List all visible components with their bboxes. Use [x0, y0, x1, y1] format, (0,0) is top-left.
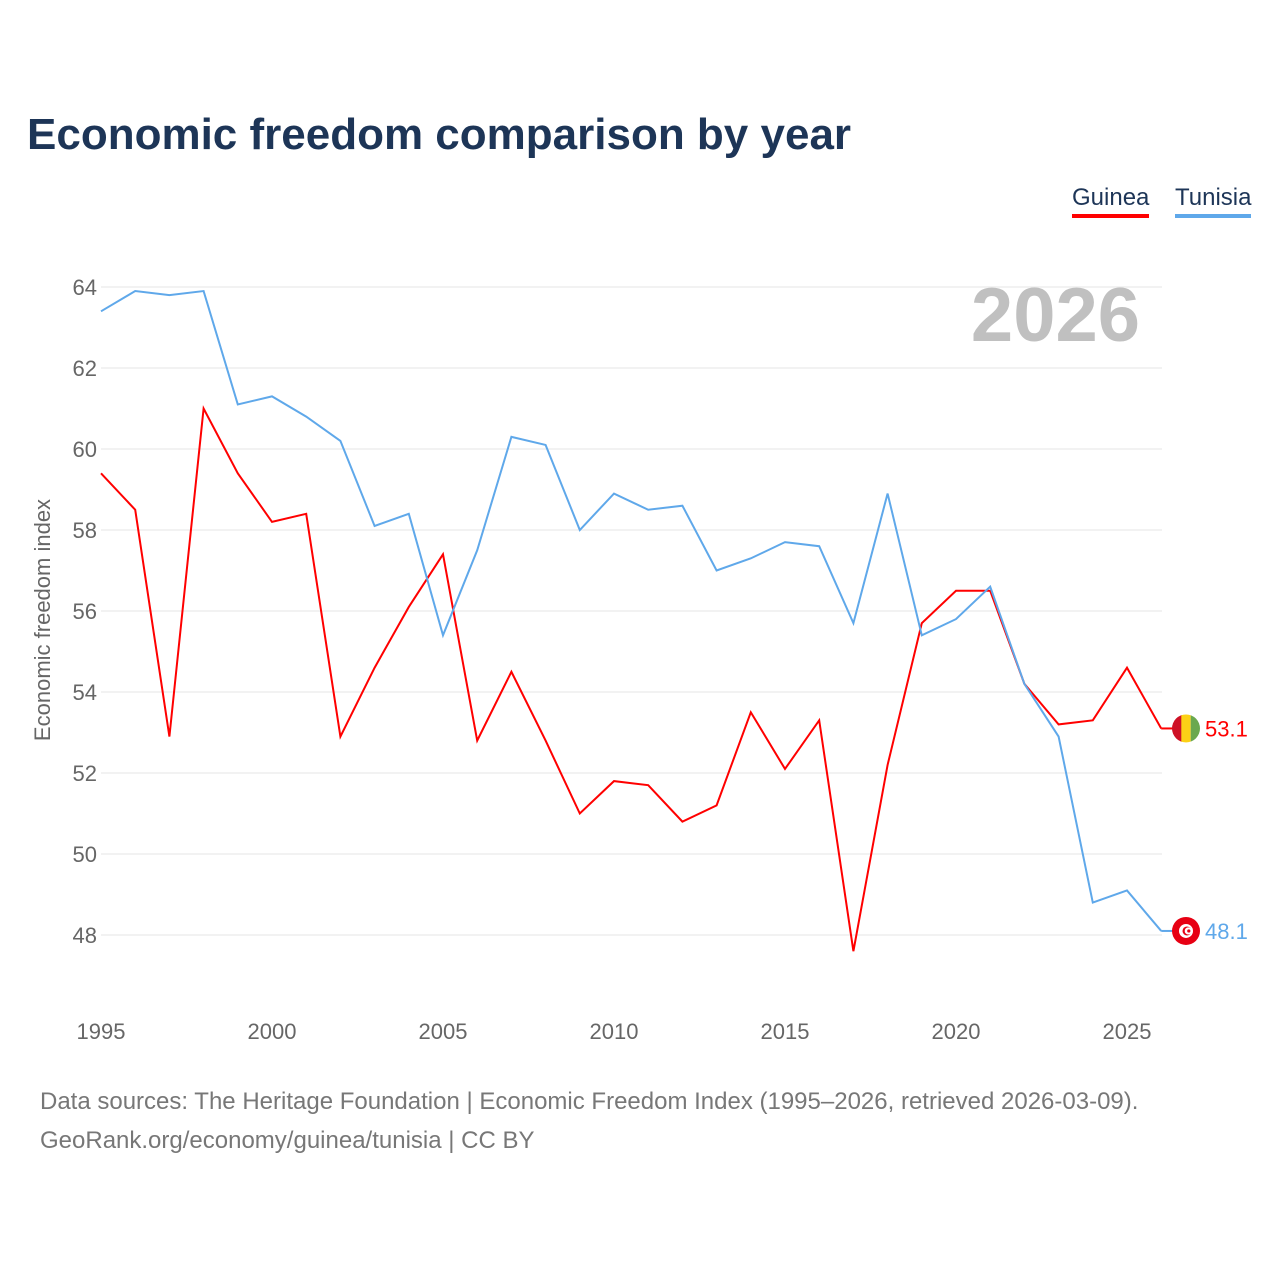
y-tick-label: 50	[73, 842, 97, 867]
legend-tunisia[interactable]: Tunisia	[1175, 184, 1252, 218]
x-tick-label: 1995	[77, 1019, 126, 1044]
y-tick-label: 48	[73, 923, 97, 948]
x-tick-label: 2000	[248, 1019, 297, 1044]
y-tick-label: 56	[73, 599, 97, 624]
end-value-label-tunisia: 48.1	[1205, 919, 1248, 944]
x-tick-label: 2020	[932, 1019, 981, 1044]
x-tick-label: 2015	[761, 1019, 810, 1044]
series-line-guinea	[100, 405, 1163, 952]
guinea-flag-icon	[1172, 714, 1200, 743]
chart-title: Economic freedom comparison by year	[27, 110, 852, 159]
y-axis-label: Economic freedom index	[30, 499, 55, 741]
footer-sources: Data sources: The Heritage Foundation | …	[40, 1088, 1139, 1115]
y-tick-label: 52	[73, 761, 97, 786]
y-tick-label: 60	[73, 437, 97, 462]
series-line-tunisia	[100, 289, 1162, 932]
legend-guinea[interactable]: Guinea	[1072, 184, 1150, 218]
x-tick-label: 2010	[590, 1019, 639, 1044]
year-watermark: 2026	[971, 273, 1140, 358]
y-tick-label: 64	[73, 275, 97, 300]
y-tick-label: 54	[73, 680, 97, 705]
end-value-label-guinea: 53.1	[1205, 716, 1248, 741]
footer-link[interactable]: GeoRank.org/economy/guinea/tunisia | CC …	[40, 1127, 535, 1154]
x-tick-label: 2025	[1103, 1019, 1152, 1044]
x-tick-label: 2005	[419, 1019, 468, 1044]
y-tick-label: 58	[73, 518, 97, 543]
tunisia-flag-icon	[1172, 916, 1200, 945]
y-tick-label: 62	[73, 356, 97, 381]
